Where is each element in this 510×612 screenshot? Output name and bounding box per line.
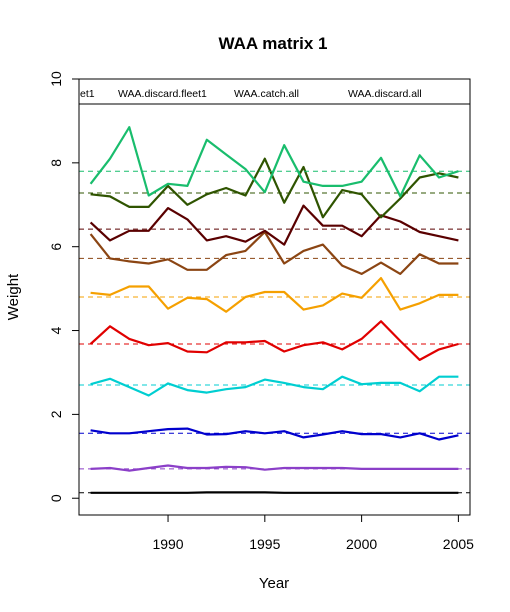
chart-title: WAA matrix 1 xyxy=(219,34,328,53)
y-axis-label: Weight xyxy=(5,273,22,320)
y-tick-label: 10 xyxy=(48,71,64,87)
plot-area xyxy=(79,126,470,494)
x-tick-label: 1990 xyxy=(152,536,183,552)
series-7-line xyxy=(89,230,459,275)
y-tick-label: 6 xyxy=(48,243,64,251)
y-tick-label: 4 xyxy=(48,326,64,334)
x-tick-label: 1995 xyxy=(249,536,280,552)
series-9-line xyxy=(90,157,459,219)
x-tick-label: 2000 xyxy=(346,536,377,552)
series-5-line xyxy=(89,320,459,361)
x-tick-label: 2005 xyxy=(443,536,474,552)
series-4-line xyxy=(90,375,459,397)
x-axis-label: Year xyxy=(259,575,289,592)
y-axis: 0 2 4 6 8 10 xyxy=(48,71,80,502)
legend-entry: et1 xyxy=(80,88,95,100)
legend-entry: WAA.discard.fleet1 xyxy=(118,88,207,100)
y-tick-label: 8 xyxy=(48,159,64,167)
series-6-line xyxy=(90,277,459,313)
x-axis: 1990 1995 2000 2005 xyxy=(152,514,474,552)
y-tick-label: 2 xyxy=(48,410,64,418)
series-group xyxy=(79,126,470,494)
legend-entry: WAA.discard.all xyxy=(348,88,422,100)
legend: et1 WAA.discard.fleet1 WAA.catch.all WAA.di… xyxy=(78,78,471,105)
series-3-line xyxy=(90,427,459,441)
series-2-line xyxy=(90,464,459,472)
series-8-line xyxy=(89,204,459,246)
y-tick-label: 0 xyxy=(48,494,64,502)
legend-entry: WAA.catch.all xyxy=(234,88,299,100)
series-10-line xyxy=(89,126,459,198)
